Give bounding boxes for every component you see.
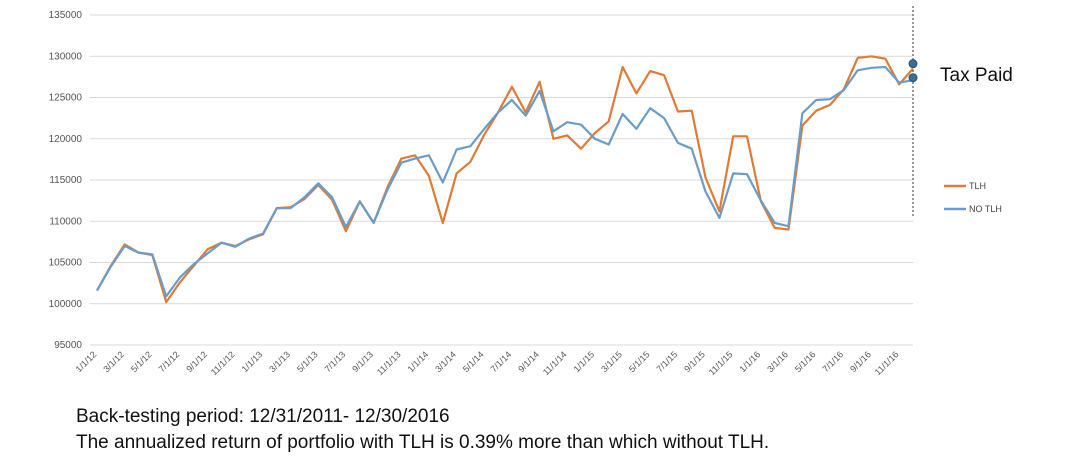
x-tick-label: 5/1/16 — [793, 349, 818, 374]
y-tick-label: 120000 — [49, 134, 83, 145]
y-tick-label: 130000 — [49, 51, 83, 62]
end-markers — [908, 59, 918, 83]
series-layer — [96, 55, 914, 304]
x-tick-label: 3/1/15 — [599, 349, 624, 374]
grid-lines — [90, 14, 913, 346]
series-line-tlh — [96, 55, 914, 304]
x-tick-label: 9/1/12 — [184, 349, 209, 374]
x-tick-label: 9/1/13 — [350, 349, 375, 374]
x-tick-label: 1/1/15 — [572, 349, 597, 374]
tax-paid-annotation: Tax Paid — [940, 65, 1013, 86]
legend-label: NO TLH — [969, 204, 1002, 214]
line-chart: 95000 100000 105000 110000 115000 120000 12500… — [49, 6, 1013, 377]
y-tick-label: 125000 — [49, 93, 83, 104]
x-tick-label: 11/1/16 — [873, 349, 901, 377]
y-tick-label: 115000 — [49, 175, 82, 186]
x-tick-label: 1/1/13 — [240, 349, 265, 374]
legend: TLH NO TLH — [944, 181, 1002, 214]
legend-label: TLH — [969, 181, 986, 191]
x-tick-label: 5/1/14 — [461, 349, 486, 374]
x-tick-label: 7/1/15 — [655, 349, 680, 374]
x-tick-label: 3/1/14 — [433, 349, 458, 374]
x-tick-label: 5/1/15 — [627, 349, 652, 374]
x-tick-label: 5/1/12 — [129, 349, 154, 374]
x-tick-label: 11/1/13 — [375, 349, 403, 377]
y-tick-label: 105000 — [49, 258, 83, 269]
x-tick-label: 11/1/12 — [209, 349, 237, 377]
x-tick-label: 9/1/15 — [682, 349, 707, 374]
y-axis-ticks: 95000 100000 105000 110000 115000 120000 12500… — [49, 10, 83, 351]
x-tick-label: 9/1/16 — [848, 349, 873, 374]
x-tick-label: 5/1/13 — [295, 349, 320, 374]
x-tick-label: 7/1/12 — [157, 349, 182, 374]
caption-period: Back-testing period: 12/31/2011- 12/30/2… — [76, 406, 450, 427]
end-marker — [908, 59, 918, 69]
x-axis-ticks: 1/1/12 3/1/12 5/1/12 7/1/12 9/1/12 11/1/12 1/1… — [74, 349, 901, 377]
x-tick-label: 1/1/12 — [74, 349, 99, 374]
x-tick-label: 9/1/14 — [516, 349, 541, 374]
y-tick-label: 110000 — [49, 216, 82, 227]
series-line-no-tlh — [96, 65, 914, 298]
caption-summary: The annualized return of portfolio with … — [76, 432, 770, 453]
y-tick-label: 100000 — [49, 299, 83, 310]
x-tick-label: 7/1/14 — [489, 349, 514, 374]
x-tick-label: 1/1/14 — [406, 349, 431, 374]
x-tick-label: 3/1/16 — [765, 349, 790, 374]
y-tick-label: 135000 — [49, 10, 83, 21]
x-tick-label: 7/1/16 — [820, 349, 845, 374]
x-tick-label: 7/1/13 — [323, 349, 348, 374]
x-tick-label: 11/1/15 — [707, 349, 735, 377]
x-tick-label: 3/1/13 — [267, 349, 292, 374]
end-marker — [908, 73, 918, 83]
y-tick-label: 95000 — [54, 340, 82, 351]
x-tick-label: 11/1/14 — [541, 349, 569, 377]
x-tick-label: 1/1/16 — [738, 349, 763, 374]
x-tick-label: 3/1/12 — [101, 349, 126, 374]
